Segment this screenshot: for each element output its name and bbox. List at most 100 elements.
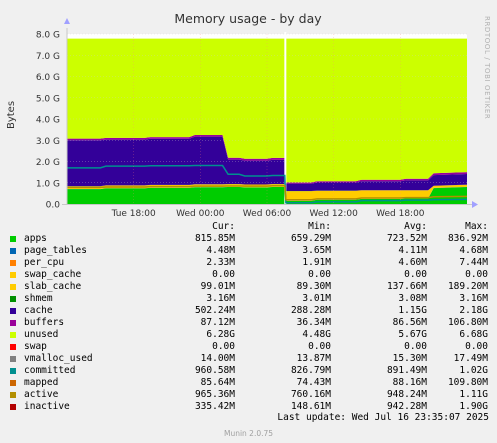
legend-avg: 4.60M bbox=[398, 257, 427, 268]
legend-cur: 502.24M bbox=[194, 305, 235, 316]
legend-cur: 3.16M bbox=[206, 293, 235, 304]
x-tick-label: Wed 00:00 bbox=[176, 209, 225, 219]
legend: Cur: Min: Avg: Max: apps 815.85M 659.29M 72… bbox=[10, 221, 488, 413]
y-tick-label: 0.0 bbox=[46, 201, 61, 211]
legend-max: 6.68G bbox=[459, 329, 488, 340]
y-tick-label: 6.0 G bbox=[36, 73, 60, 83]
legend-row-committed: committed 960.58M 826.79M 891.49M 1.02G bbox=[10, 365, 488, 377]
last-update: Last update: Wed Jul 16 23:35:07 2025 bbox=[277, 412, 489, 423]
legend-row-per-cpu: per_cpu 2.33M 1.91M 4.60M 7.44M bbox=[10, 257, 488, 269]
legend-name: inactive bbox=[24, 401, 70, 412]
legend-min: 3.65M bbox=[302, 245, 331, 256]
y-tick-label: 2.0 G bbox=[36, 158, 60, 168]
legend-avg: 0.00 bbox=[404, 341, 427, 352]
legend-avg: 891.49M bbox=[386, 365, 427, 376]
legend-cur: 6.28G bbox=[206, 329, 235, 340]
legend-max: 7.44M bbox=[459, 257, 488, 268]
legend-max: 1.11G bbox=[459, 389, 488, 400]
legend-swatch bbox=[10, 367, 16, 374]
legend-name: cache bbox=[24, 305, 53, 316]
legend-header: Cur: Min: Avg: Max: bbox=[10, 221, 488, 233]
legend-name: swap bbox=[24, 341, 47, 352]
legend-swatch bbox=[10, 391, 16, 398]
legend-avg: 942.28M bbox=[386, 401, 427, 412]
legend-max: 836.92M bbox=[447, 233, 488, 244]
y-tick-label: 8.0 G bbox=[36, 31, 60, 41]
legend-min: 74.43M bbox=[296, 377, 331, 388]
legend-header-avg: Avg: bbox=[404, 221, 427, 232]
legend-max: 2.18G bbox=[459, 305, 488, 316]
legend-max: 109.80M bbox=[447, 377, 488, 388]
legend-row-slab-cache: slab_cache 99.01M 89.30M 137.66M 189.20M bbox=[10, 281, 488, 293]
legend-min: 288.28M bbox=[290, 305, 331, 316]
legend-row-swap-cache: swap_cache 0.00 0.00 0.00 0.00 bbox=[10, 269, 488, 281]
legend-avg: 5.67G bbox=[398, 329, 427, 340]
legend-cur: 335.42M bbox=[194, 401, 235, 412]
footer: Munin 2.0.75 bbox=[223, 429, 274, 438]
y-tick-label: 3.0 G bbox=[36, 137, 60, 147]
x-tick-label: Tue 18:00 bbox=[111, 209, 156, 219]
legend-swatch bbox=[10, 319, 16, 326]
legend-name: slab_cache bbox=[24, 281, 82, 292]
area-unused bbox=[67, 38, 467, 183]
legend-row-inactive: inactive 335.42M 148.61M 942.28M 1.90G bbox=[10, 401, 488, 413]
legend-cur: 14.00M bbox=[200, 353, 235, 364]
legend-swatch bbox=[10, 307, 16, 314]
y-tick-label: 7.0 G bbox=[36, 52, 60, 62]
y-axis-arrow bbox=[64, 18, 70, 24]
legend-name: swap_cache bbox=[24, 269, 82, 280]
legend-name: vmalloc_used bbox=[24, 353, 93, 364]
legend-avg: 948.24M bbox=[386, 389, 427, 400]
legend-name: per_cpu bbox=[24, 257, 65, 268]
chart: Memory usage - by day Bytes RRDTOOL / TO… bbox=[6, 11, 491, 219]
legend-row-buffers: buffers 87.12M 36.34M 86.56M 106.80M bbox=[10, 317, 488, 329]
legend-min: 36.34M bbox=[296, 317, 331, 328]
legend-max: 17.49M bbox=[453, 353, 488, 364]
legend-name: shmem bbox=[24, 293, 53, 304]
y-tick-label: 1.0 G bbox=[36, 179, 60, 189]
legend-avg: 723.52M bbox=[386, 233, 427, 244]
legend-max: 106.80M bbox=[447, 317, 488, 328]
legend-avg: 0.00 bbox=[404, 269, 427, 280]
legend-row-vmalloc-used: vmalloc_used 14.00M 13.87M 15.30M 17.49M bbox=[10, 353, 488, 365]
line-committed bbox=[67, 164, 468, 204]
legend-row-unused: unused 6.28G 4.48G 5.67G 6.68G bbox=[10, 329, 488, 341]
legend-avg: 15.30M bbox=[392, 353, 427, 364]
legend-header-min: Min: bbox=[308, 221, 331, 232]
legend-max: 1.90G bbox=[459, 401, 488, 412]
legend-max: 1.02G bbox=[459, 365, 488, 376]
y-tick-label: 5.0 G bbox=[36, 94, 60, 104]
legend-swatch bbox=[10, 379, 16, 386]
area-buffers bbox=[67, 134, 467, 184]
legend-cur: 85.64M bbox=[200, 377, 235, 388]
legend-name: unused bbox=[24, 329, 59, 340]
legend-min: 3.01M bbox=[302, 293, 331, 304]
legend-min: 13.87M bbox=[296, 353, 331, 364]
legend-row-apps: apps 815.85M 659.29M 723.52M 836.92M bbox=[10, 233, 488, 245]
legend-name: buffers bbox=[24, 317, 65, 328]
legend-header-max: Max: bbox=[465, 221, 488, 232]
y-tick-label: 4.0 G bbox=[36, 116, 60, 126]
legend-min: 659.29M bbox=[290, 233, 331, 244]
legend-avg: 88.16M bbox=[392, 377, 427, 388]
legend-swatch bbox=[10, 247, 16, 254]
chart-title: Memory usage - by day bbox=[174, 11, 322, 26]
legend-cur: 87.12M bbox=[200, 317, 235, 328]
legend-max: 4.68M bbox=[459, 245, 488, 256]
legend-row-page-tables: page_tables 4.48M 3.65M 4.11M 4.68M bbox=[10, 245, 488, 257]
legend-avg: 4.11M bbox=[398, 245, 427, 256]
legend-swatch bbox=[10, 355, 16, 362]
legend-swatch bbox=[10, 271, 16, 278]
legend-avg: 137.66M bbox=[386, 281, 427, 292]
legend-cur: 99.01M bbox=[200, 281, 235, 292]
legend-row-active: active 965.36M 760.16M 948.24M 1.11G bbox=[10, 389, 488, 401]
legend-min: 826.79M bbox=[290, 365, 331, 376]
y-axis-label: Bytes bbox=[6, 101, 17, 129]
legend-avg: 1.15G bbox=[398, 305, 427, 316]
legend-row-cache: cache 502.24M 288.28M 1.15G 2.18G bbox=[10, 305, 488, 317]
legend-min: 148.61M bbox=[290, 401, 331, 412]
x-axis-arrow bbox=[472, 201, 478, 208]
legend-cur: 965.36M bbox=[194, 389, 235, 400]
legend-row-shmem: shmem 3.16M 3.01M 3.08M 3.16M bbox=[10, 293, 488, 305]
legend-swatch bbox=[10, 283, 16, 290]
